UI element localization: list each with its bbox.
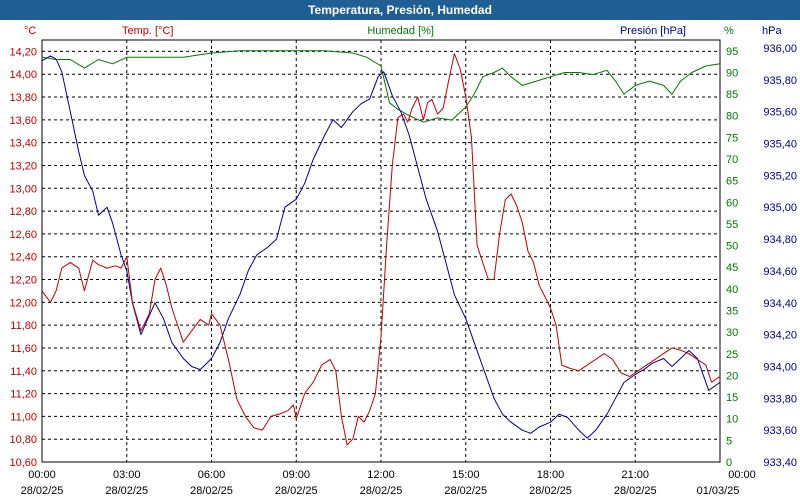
hum-tick-label: 5 <box>726 435 732 447</box>
x-tick-date: 28/02/25 <box>444 485 487 497</box>
pres-legend: Presión [hPa] <box>620 25 686 37</box>
pres-tick-label: 934,00 <box>763 361 797 373</box>
hum-tick-label: 20 <box>726 370 738 382</box>
hum-series-line <box>41 50 721 123</box>
pres-unit: hPa <box>762 25 782 37</box>
chart-title: Temperatura, Presión, Humedad <box>0 0 800 20</box>
temp-tick-label: 13,80 <box>9 92 37 104</box>
hum-tick-label: 25 <box>726 349 738 361</box>
temp-tick-label: 13,60 <box>9 115 37 127</box>
x-tick-time: 03:00 <box>113 469 141 481</box>
temp-legend: Temp. [°C] <box>122 25 173 37</box>
temp-tick-label: 10,80 <box>9 434 37 446</box>
temp-tick-label: 10,60 <box>9 457 37 469</box>
hum-tick-label: 35 <box>726 306 738 318</box>
pres-tick-label: 936,00 <box>763 43 797 55</box>
x-tick-time: 06:00 <box>198 469 226 481</box>
x-tick-time: 18:00 <box>537 469 565 481</box>
x-tick-date: 28/02/25 <box>190 485 233 497</box>
x-tick-time: 00:00 <box>728 469 756 481</box>
weather-chart: 14,20 14,00 13,80 13,60 13,40 13,20 13,00 12,80… <box>9 25 797 497</box>
series-lines <box>41 50 721 446</box>
pres-tick-label: 935,40 <box>763 139 797 151</box>
x-tick-time: 15:00 <box>452 469 480 481</box>
temp-tick-label: 12,80 <box>9 206 37 218</box>
temp-tick-label: 13,00 <box>9 183 37 195</box>
temp-series-line <box>41 53 721 446</box>
pres-tick-label: 935,60 <box>763 107 797 119</box>
pres-tick-label: 933,40 <box>763 457 797 469</box>
x-tick-date: 28/02/25 <box>275 485 318 497</box>
hum-tick-label: 90 <box>726 67 738 79</box>
hum-tick-label: 50 <box>726 241 738 253</box>
temp-tick-label: 11,20 <box>10 389 37 401</box>
hum-tick-label: 70 <box>726 154 738 166</box>
temp-tick-label: 13,40 <box>9 138 37 150</box>
hum-tick-label: 45 <box>726 262 738 274</box>
temp-tick-label: 14,20 <box>9 46 37 58</box>
x-tick-time: 21:00 <box>621 469 649 481</box>
pres-tick-label: 933,80 <box>763 393 797 405</box>
axis-labels: °C% hPa Temp. [°C] Humedad [%] Presión [hPa] <box>24 25 782 37</box>
x-tick-time: 12:00 <box>367 469 395 481</box>
temp-tick-label: 14,00 <box>9 69 37 81</box>
x-tick-date: 01/03/25 <box>697 485 740 497</box>
hum-tick-label: 60 <box>726 197 738 209</box>
temp-tick-label: 13,20 <box>9 160 37 172</box>
temp-tick-label: 12,60 <box>9 229 37 241</box>
x-tick-time: 00:00 <box>28 469 56 481</box>
hum-tick-label: 10 <box>726 414 738 426</box>
temp-tick-label: 12,40 <box>9 252 37 264</box>
temp-tick-label: 12,20 <box>9 275 37 287</box>
x-tick-date: 28/02/25 <box>21 485 64 497</box>
temp-tick-label: 11,80 <box>10 320 37 332</box>
temp-tick-label: 12,00 <box>9 297 37 309</box>
temp-tick-label: 11,40 <box>10 366 37 378</box>
pres-tick-label: 934,60 <box>763 266 797 278</box>
temp-tick-label: 11,60 <box>10 343 37 355</box>
hum-tick-label: 15 <box>726 392 738 404</box>
temp-tick-label: 11,00 <box>10 411 37 423</box>
x-tick-date: 28/02/25 <box>529 485 572 497</box>
axes: 14,20 14,00 13,80 13,60 13,40 13,20 13,00 12,80… <box>9 43 797 497</box>
pres-tick-label: 935,20 <box>763 170 797 182</box>
hum-tick-label: 40 <box>726 284 738 296</box>
hum-tick-label: 75 <box>726 132 738 144</box>
pres-tick-label: 934,80 <box>763 234 797 246</box>
temp-unit: °C <box>24 25 36 37</box>
x-tick-date: 28/02/25 <box>360 485 403 497</box>
hum-tick-label: 85 <box>726 89 738 101</box>
x-tick-date: 28/02/25 <box>614 485 657 497</box>
hum-tick-label: 80 <box>726 111 738 123</box>
hum-tick-label: 55 <box>726 219 738 231</box>
hum-tick-label: 0 <box>726 457 732 469</box>
x-tick-time: 09:00 <box>282 469 310 481</box>
hum-tick-label: 65 <box>726 176 738 188</box>
hum-tick-label: 95 <box>726 46 738 58</box>
pres-tick-label: 934,20 <box>763 330 797 342</box>
pres-tick-label: 934,40 <box>763 298 797 310</box>
pres-tick-label: 935,00 <box>763 202 797 214</box>
hum-unit: % <box>724 25 734 37</box>
x-tick-date: 28/02/25 <box>105 485 148 497</box>
hum-legend: Humedad [%] <box>367 25 434 37</box>
hum-tick-label: 30 <box>726 327 738 339</box>
pres-tick-label: 933,60 <box>763 425 797 437</box>
pres-tick-label: 935,80 <box>763 75 797 87</box>
